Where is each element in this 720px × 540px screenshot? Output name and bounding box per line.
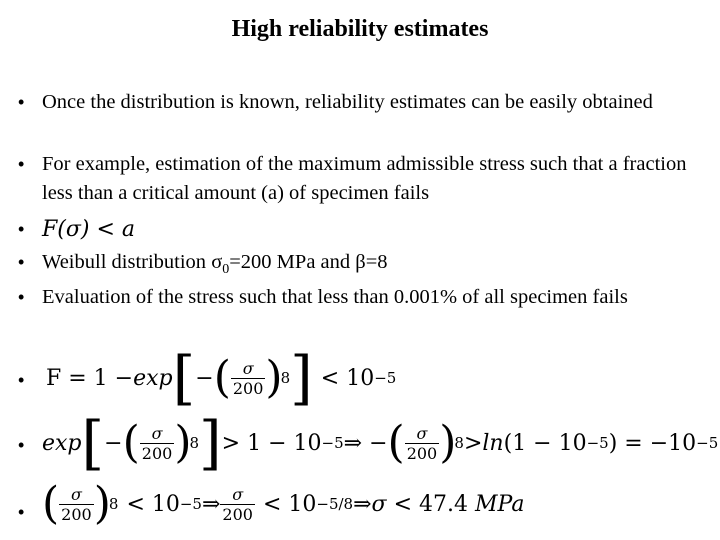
left-paren: ( <box>122 417 140 468</box>
right-paren: ) <box>439 417 457 468</box>
formula-text: F(σ) < a <box>42 217 135 242</box>
eq2-tail-a: > <box>463 430 483 456</box>
fraction-denominator: 200 <box>404 442 440 463</box>
eq1-minus: − <box>195 365 214 391</box>
eq2-mid: > 1 − 10 <box>221 430 322 456</box>
fraction-numerator: σ <box>232 484 244 504</box>
eq3-sigma: σ <box>371 491 387 517</box>
weibull-prefix: Weibull distribution <box>42 251 212 273</box>
weibull-line: Weibull distribution σ0=200 MPa and β=8 <box>42 248 708 284</box>
eq3-part1: < 10 <box>126 491 180 517</box>
fraction-numerator: σ <box>242 358 254 378</box>
eq2-implies: ⇒ − <box>343 430 388 456</box>
weibull-rest: =200 MPa and β=8 <box>229 251 388 273</box>
equation-3-item: • ( σ 200 ) 8 < 10 −5 ⇒ σ 200 < 10 −5/8 … <box>18 474 708 536</box>
eq1-rhs: < 10 <box>320 365 375 391</box>
bullet-dot: • <box>18 287 25 307</box>
bullet-item: • Weibull distribution σ0=200 MPa and β=… <box>18 248 708 278</box>
right-bracket: ] <box>290 344 313 412</box>
left-paren: ( <box>213 352 231 403</box>
equation-2: exp [ − ( σ 200 ) 8 ] > 1 − 10 −5 ⇒ − ( … <box>42 409 718 477</box>
sigma-symbol: σ <box>211 251 223 273</box>
eq2-tail-exponent: −5 <box>586 433 609 452</box>
eq3-unit: MPa <box>474 491 525 517</box>
inequality-formula: F(σ) < a <box>42 215 708 244</box>
fraction-denominator: 200 <box>230 377 266 398</box>
left-paren: ( <box>42 478 60 529</box>
right-paren: ) <box>265 352 283 403</box>
bullet-item: • For example, estimation of the maximum… <box>18 150 708 208</box>
fraction: σ 200 <box>59 485 94 524</box>
bullet-dot: • <box>18 219 25 239</box>
bullet-item: • Once the distribution is known, reliab… <box>18 88 708 146</box>
power: 8 <box>189 433 200 452</box>
eq2-minus: − <box>104 430 123 456</box>
eq3-part3: < 47.4 <box>386 491 475 517</box>
equation-3: ( σ 200 ) 8 < 10 −5 ⇒ σ 200 < 10 −5/8 ⇒ … <box>42 474 708 534</box>
power: 8 <box>454 433 464 452</box>
eq3-implies-2: ⇒ <box>353 491 372 517</box>
left-bracket: [ <box>81 409 105 477</box>
eq2-mid-exponent: −5 <box>321 433 344 452</box>
slide-title: High reliability estimates <box>231 16 489 42</box>
equation-1: F = 1 − exp [ − ( σ 200 ) 8 ] < 10 −5 <box>46 348 708 408</box>
eq2-exp: exp <box>42 430 82 456</box>
fraction: σ 200 <box>139 423 175 463</box>
fraction: σ 200 <box>220 485 255 524</box>
right-paren: ) <box>174 417 192 468</box>
fraction-denominator: 200 <box>59 503 94 524</box>
left-bracket: [ <box>172 344 196 412</box>
bullet-item: • F(σ) < a <box>18 215 708 245</box>
bullet-dot: • <box>18 502 25 522</box>
bullet-text: For example, estimation of the maximum a… <box>42 153 687 204</box>
bullet-dot: • <box>18 435 25 455</box>
fraction-numerator: σ <box>70 484 82 504</box>
sigma-subscript: 0 <box>222 262 230 278</box>
bullet-dot: • <box>18 92 25 112</box>
fraction: σ 200 <box>404 423 440 463</box>
eq1-exp: exp <box>133 365 173 391</box>
eq3-exponent-2: −5/8 <box>316 494 354 513</box>
eq2-tail-exponent-2: −5 <box>696 433 719 452</box>
bullet-item: • Evaluation of the stress such that les… <box>18 283 708 341</box>
fraction-numerator: σ <box>416 423 428 443</box>
bullet-text: Once the distribution is known, reliabil… <box>42 91 653 113</box>
right-bracket: ] <box>199 409 222 477</box>
bullet-dot: • <box>18 370 25 390</box>
eq1-rhs-exponent: −5 <box>374 368 397 387</box>
left-paren: ( <box>387 417 405 468</box>
equation-1-item: • F = 1 − exp [ − ( σ 200 ) 8 ] < 10 −5 <box>18 348 708 410</box>
eq1-lhs: F = 1 − <box>46 365 134 391</box>
fraction-numerator: σ <box>151 423 163 443</box>
right-paren: ) <box>93 478 111 529</box>
eq3-part2: < 10 <box>262 491 317 517</box>
fraction-denominator: 200 <box>139 442 175 463</box>
eq3-exponent-1: −5 <box>179 494 202 513</box>
eq3-implies-1: ⇒ <box>201 491 221 517</box>
power: 8 <box>108 494 119 513</box>
fraction-denominator: 200 <box>220 503 255 524</box>
eq2-tail-b: (1 − 10 <box>503 430 587 456</box>
eq2-ln: ln <box>482 430 504 456</box>
bullet-text: Evaluation of the stress such that less … <box>42 286 628 308</box>
fraction: σ 200 <box>230 358 266 398</box>
bullet-dot: • <box>18 154 25 174</box>
equation-2-item: • exp [ − ( σ 200 ) 8 ] > 1 − 10 −5 ⇒ − … <box>18 409 718 477</box>
eq2-tail-c: ) = −10 <box>608 430 697 456</box>
power: 8 <box>280 368 291 387</box>
bullet-dot: • <box>18 252 25 272</box>
